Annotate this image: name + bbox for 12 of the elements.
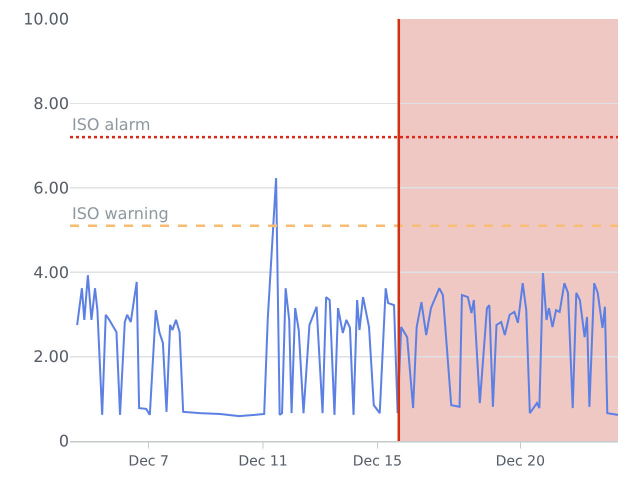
x-tick-label: Dec 7 [128,453,169,470]
x-tick-label: Dec 20 [496,453,545,470]
x-tick-label: Dec 11 [238,453,288,470]
y-tick-label: 6.00 [33,178,69,198]
ref-line-label: ISO warning [72,204,169,223]
y-tick-label: 8.00 [33,94,69,113]
y-tick-label: 2.00 [33,347,69,366]
y-tick-label: 4.00 [33,262,69,282]
y-tick-label: 0 [58,432,69,451]
x-tick-label: Dec 15 [352,453,402,470]
ref-line-label: ISO alarm [72,115,150,134]
y-tick-label: 10.00 [23,10,69,29]
